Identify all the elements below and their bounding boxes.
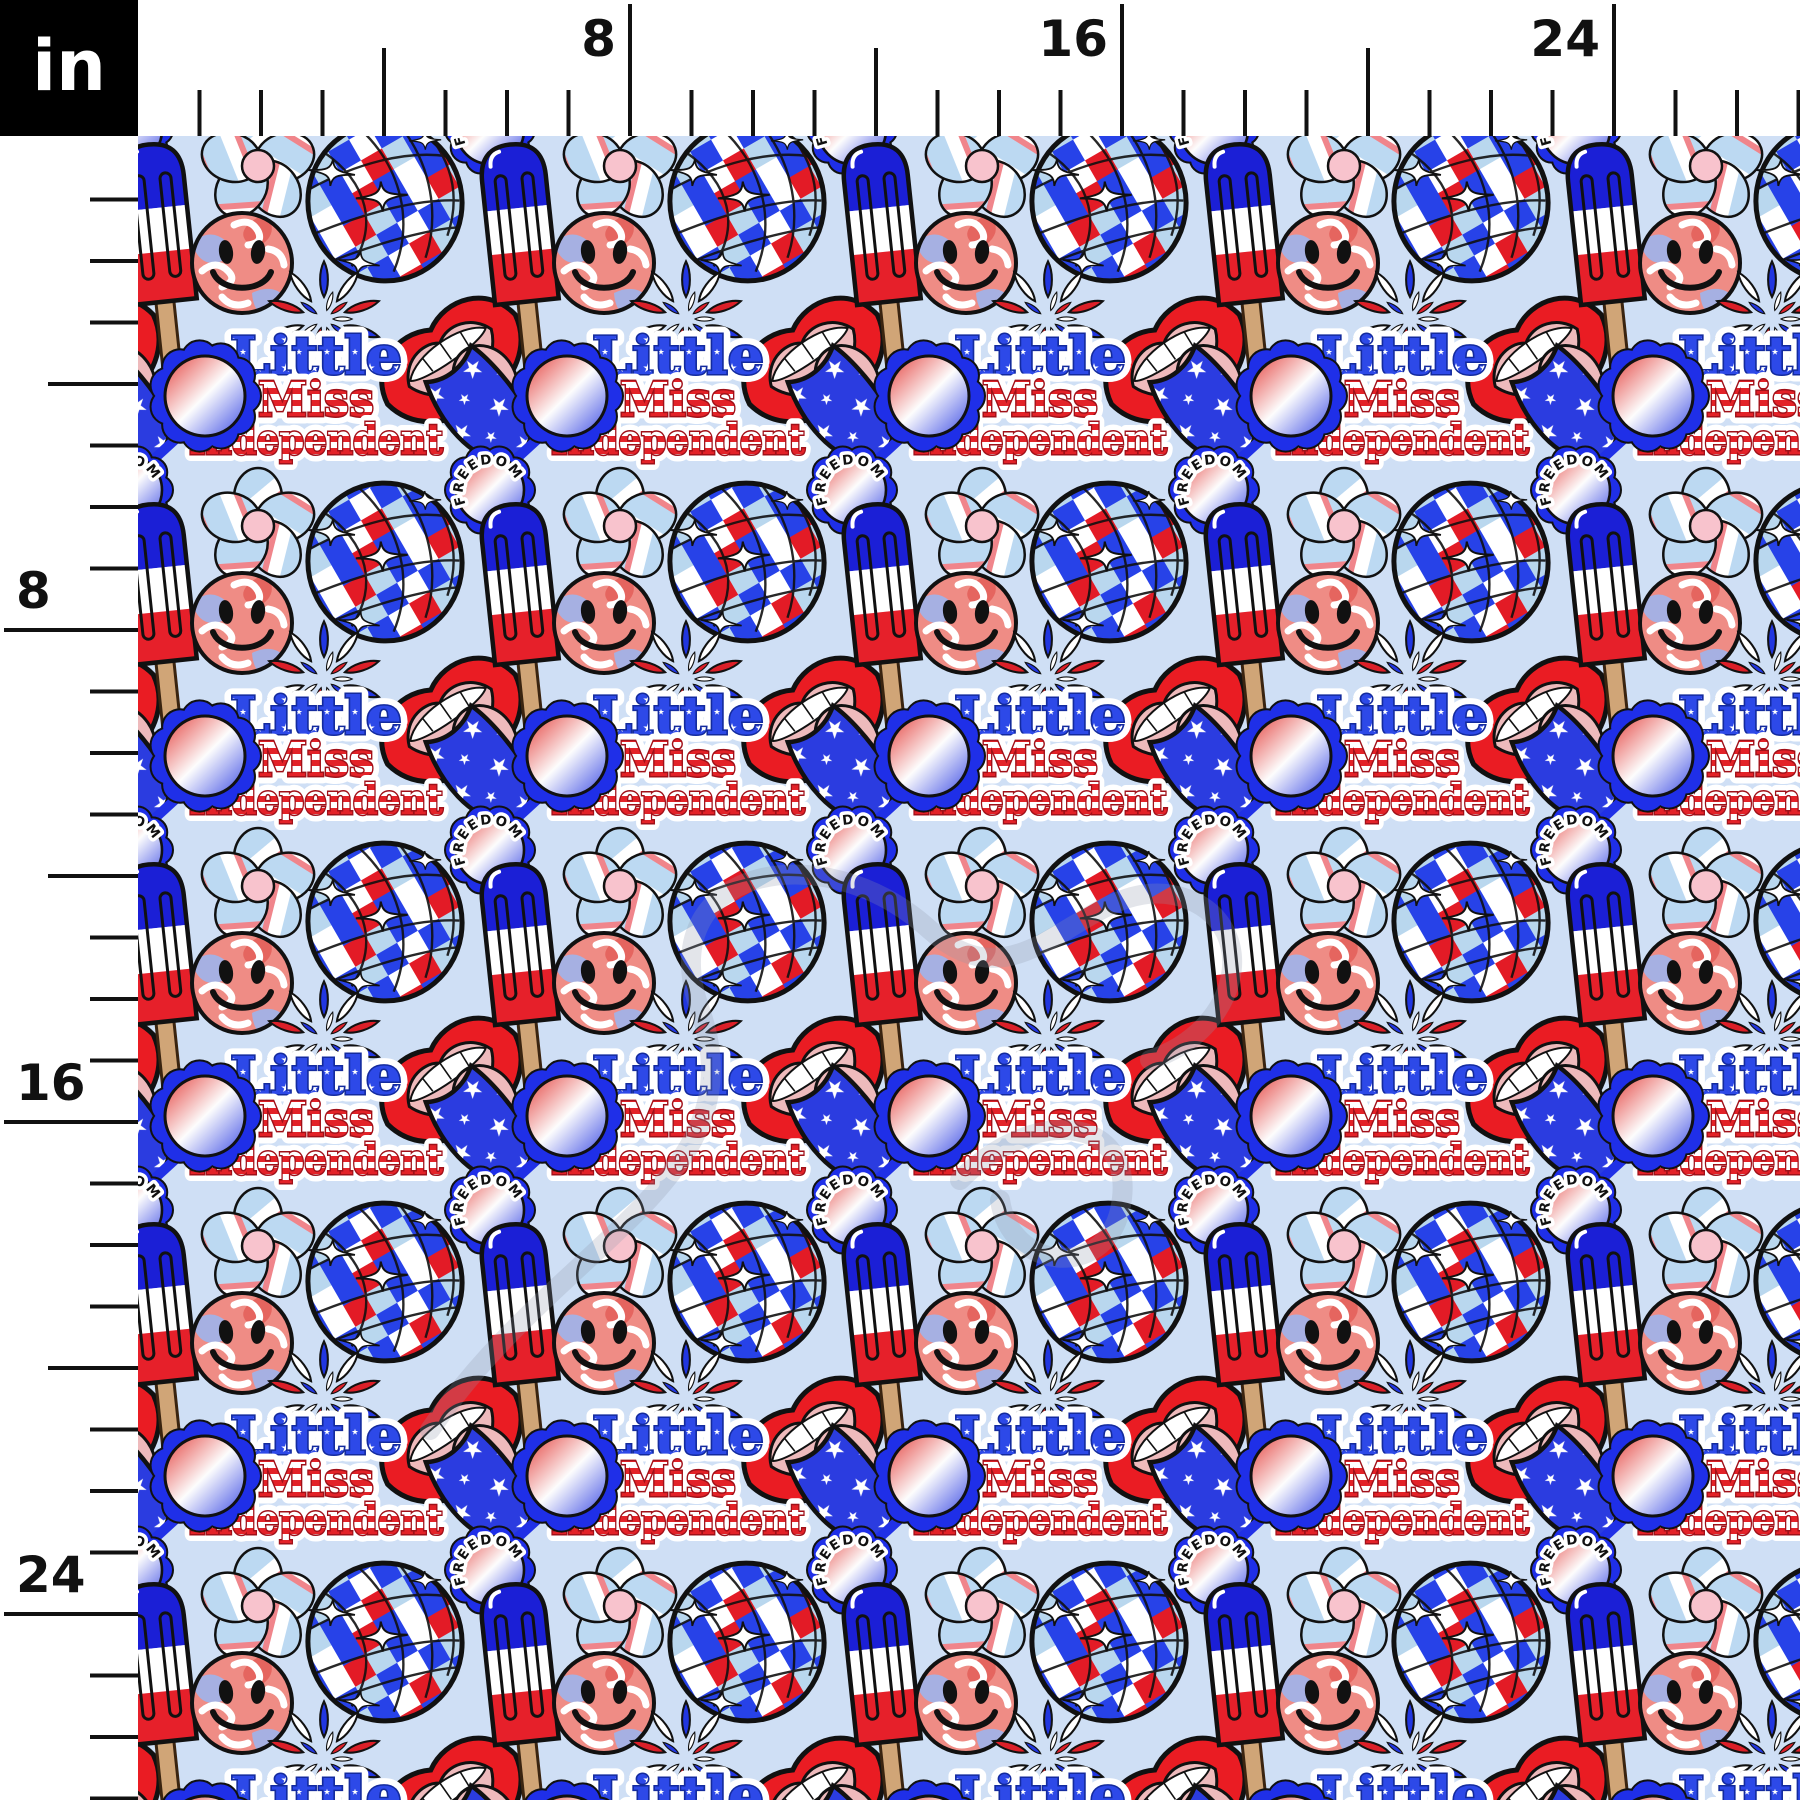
ruler-left-label: 16 <box>16 1054 86 1112</box>
ruler-top-label: 8 <box>581 10 616 68</box>
ruler-top-label: 16 <box>1038 10 1108 68</box>
ruler-left-label: 24 <box>16 1546 86 1604</box>
unit-corner-box <box>0 0 138 136</box>
unit-label: in <box>32 25 106 107</box>
ruler-left-label: 8 <box>16 562 51 620</box>
ruler-top-label: 24 <box>1530 10 1600 68</box>
watermark <box>420 864 1243 1440</box>
ruler-top-strip <box>0 0 1800 136</box>
ruler-left: 8 16 24 <box>0 0 138 1800</box>
ruler-top: 8 16 24 <box>0 0 1800 136</box>
ruler-left-strip <box>0 0 138 1800</box>
